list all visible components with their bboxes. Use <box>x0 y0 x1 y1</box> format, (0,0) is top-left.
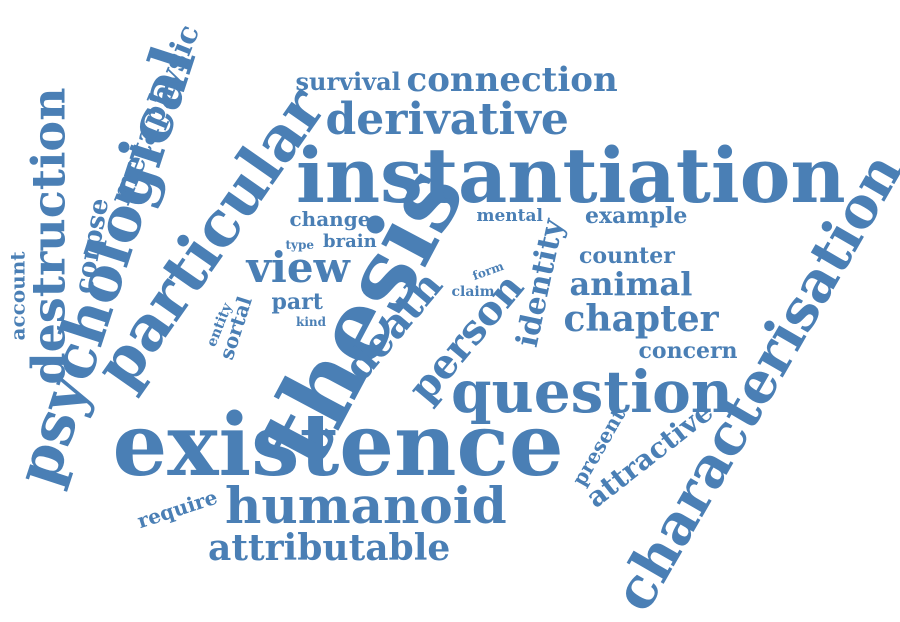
word-animal: animal <box>569 265 693 303</box>
word-derivative: derivative <box>325 94 569 145</box>
word-attributable: attributable <box>208 527 451 569</box>
word-account: account <box>4 251 29 341</box>
word-humanoid: humanoid <box>225 476 507 535</box>
word-identity: identity <box>509 215 572 351</box>
word-change: change <box>289 207 371 231</box>
word-chapter: chapter <box>563 298 719 340</box>
word-concern: concern <box>638 338 738 364</box>
word-counter: counter <box>579 243 675 269</box>
word-connection: connection <box>406 60 618 100</box>
word-cloud: existence thesis instantiation character… <box>2 20 900 622</box>
word-existence: existence <box>112 395 564 496</box>
word-brain: brain <box>323 231 377 252</box>
word-kind: kind <box>296 315 326 329</box>
word-part: part <box>271 289 323 315</box>
word-claim: claim <box>451 284 495 300</box>
word-view: view <box>246 243 350 292</box>
word-type: type <box>285 238 315 252</box>
word-mental: mental <box>476 205 544 226</box>
word-survival: survival <box>295 67 401 96</box>
word-destruction: destruction <box>21 87 76 385</box>
word-instantiation: instantiation <box>296 131 846 220</box>
word-question: question <box>451 358 733 426</box>
word-example: example <box>585 203 688 229</box>
